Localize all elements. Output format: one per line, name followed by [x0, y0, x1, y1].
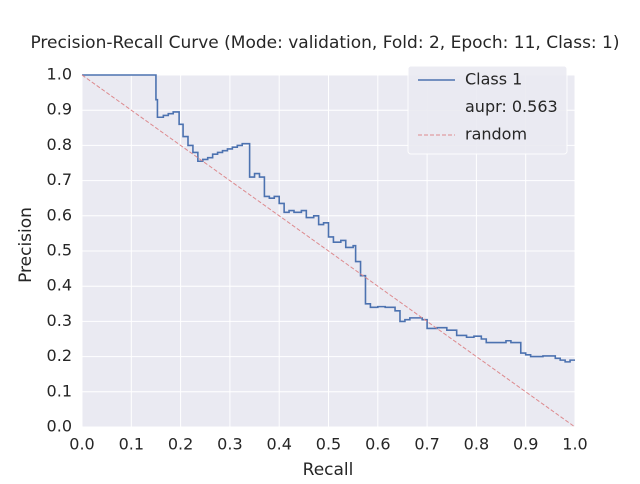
- x-tick-label: 1.0: [562, 435, 587, 454]
- x-tick-label: 0.6: [365, 435, 390, 454]
- legend-label: Class 1: [465, 70, 522, 89]
- chart-title: Precision-Recall Curve (Mode: validation…: [30, 33, 619, 53]
- legend-note: aupr: 0.563: [465, 97, 558, 116]
- y-tick-label: 1.0: [47, 65, 72, 84]
- series-line: [81, 74, 576, 428]
- legend-label: random: [465, 125, 527, 144]
- y-tick-label: 0.1: [47, 381, 72, 400]
- series-line: [82, 74, 575, 363]
- legend-box: [407, 65, 568, 155]
- y-tick-label: 0.0: [47, 417, 72, 436]
- y-tick-label: 0.7: [47, 170, 72, 189]
- x-tick-label: 0.5: [316, 435, 341, 454]
- x-tick-label: 0.1: [119, 435, 144, 454]
- lines: [81, 74, 576, 428]
- y-tick-label: 0.3: [47, 311, 72, 330]
- y-tick-label: 0.6: [47, 205, 72, 224]
- legend: Class 1 aupr: 0.563 random: [407, 65, 568, 155]
- x-tick-label: 0.3: [217, 435, 242, 454]
- y-tick-label: 0.5: [47, 241, 72, 260]
- x-tick-label: 0.7: [414, 435, 439, 454]
- x-tick-label: 0.9: [513, 435, 538, 454]
- y-tick-label: 0.8: [47, 135, 72, 154]
- x-axis-label: Recall: [303, 460, 354, 480]
- x-tick-label: 0.8: [464, 435, 489, 454]
- y-tick-label: 0.4: [47, 276, 72, 295]
- y-tick-label: 0.9: [47, 100, 72, 119]
- x-tick-label: 0.0: [69, 435, 94, 454]
- y-axis-label: Precision: [16, 207, 36, 283]
- x-tick-label: 0.4: [266, 435, 291, 454]
- y-tick-label: 0.2: [47, 346, 72, 365]
- x-tick-label: 0.2: [168, 435, 193, 454]
